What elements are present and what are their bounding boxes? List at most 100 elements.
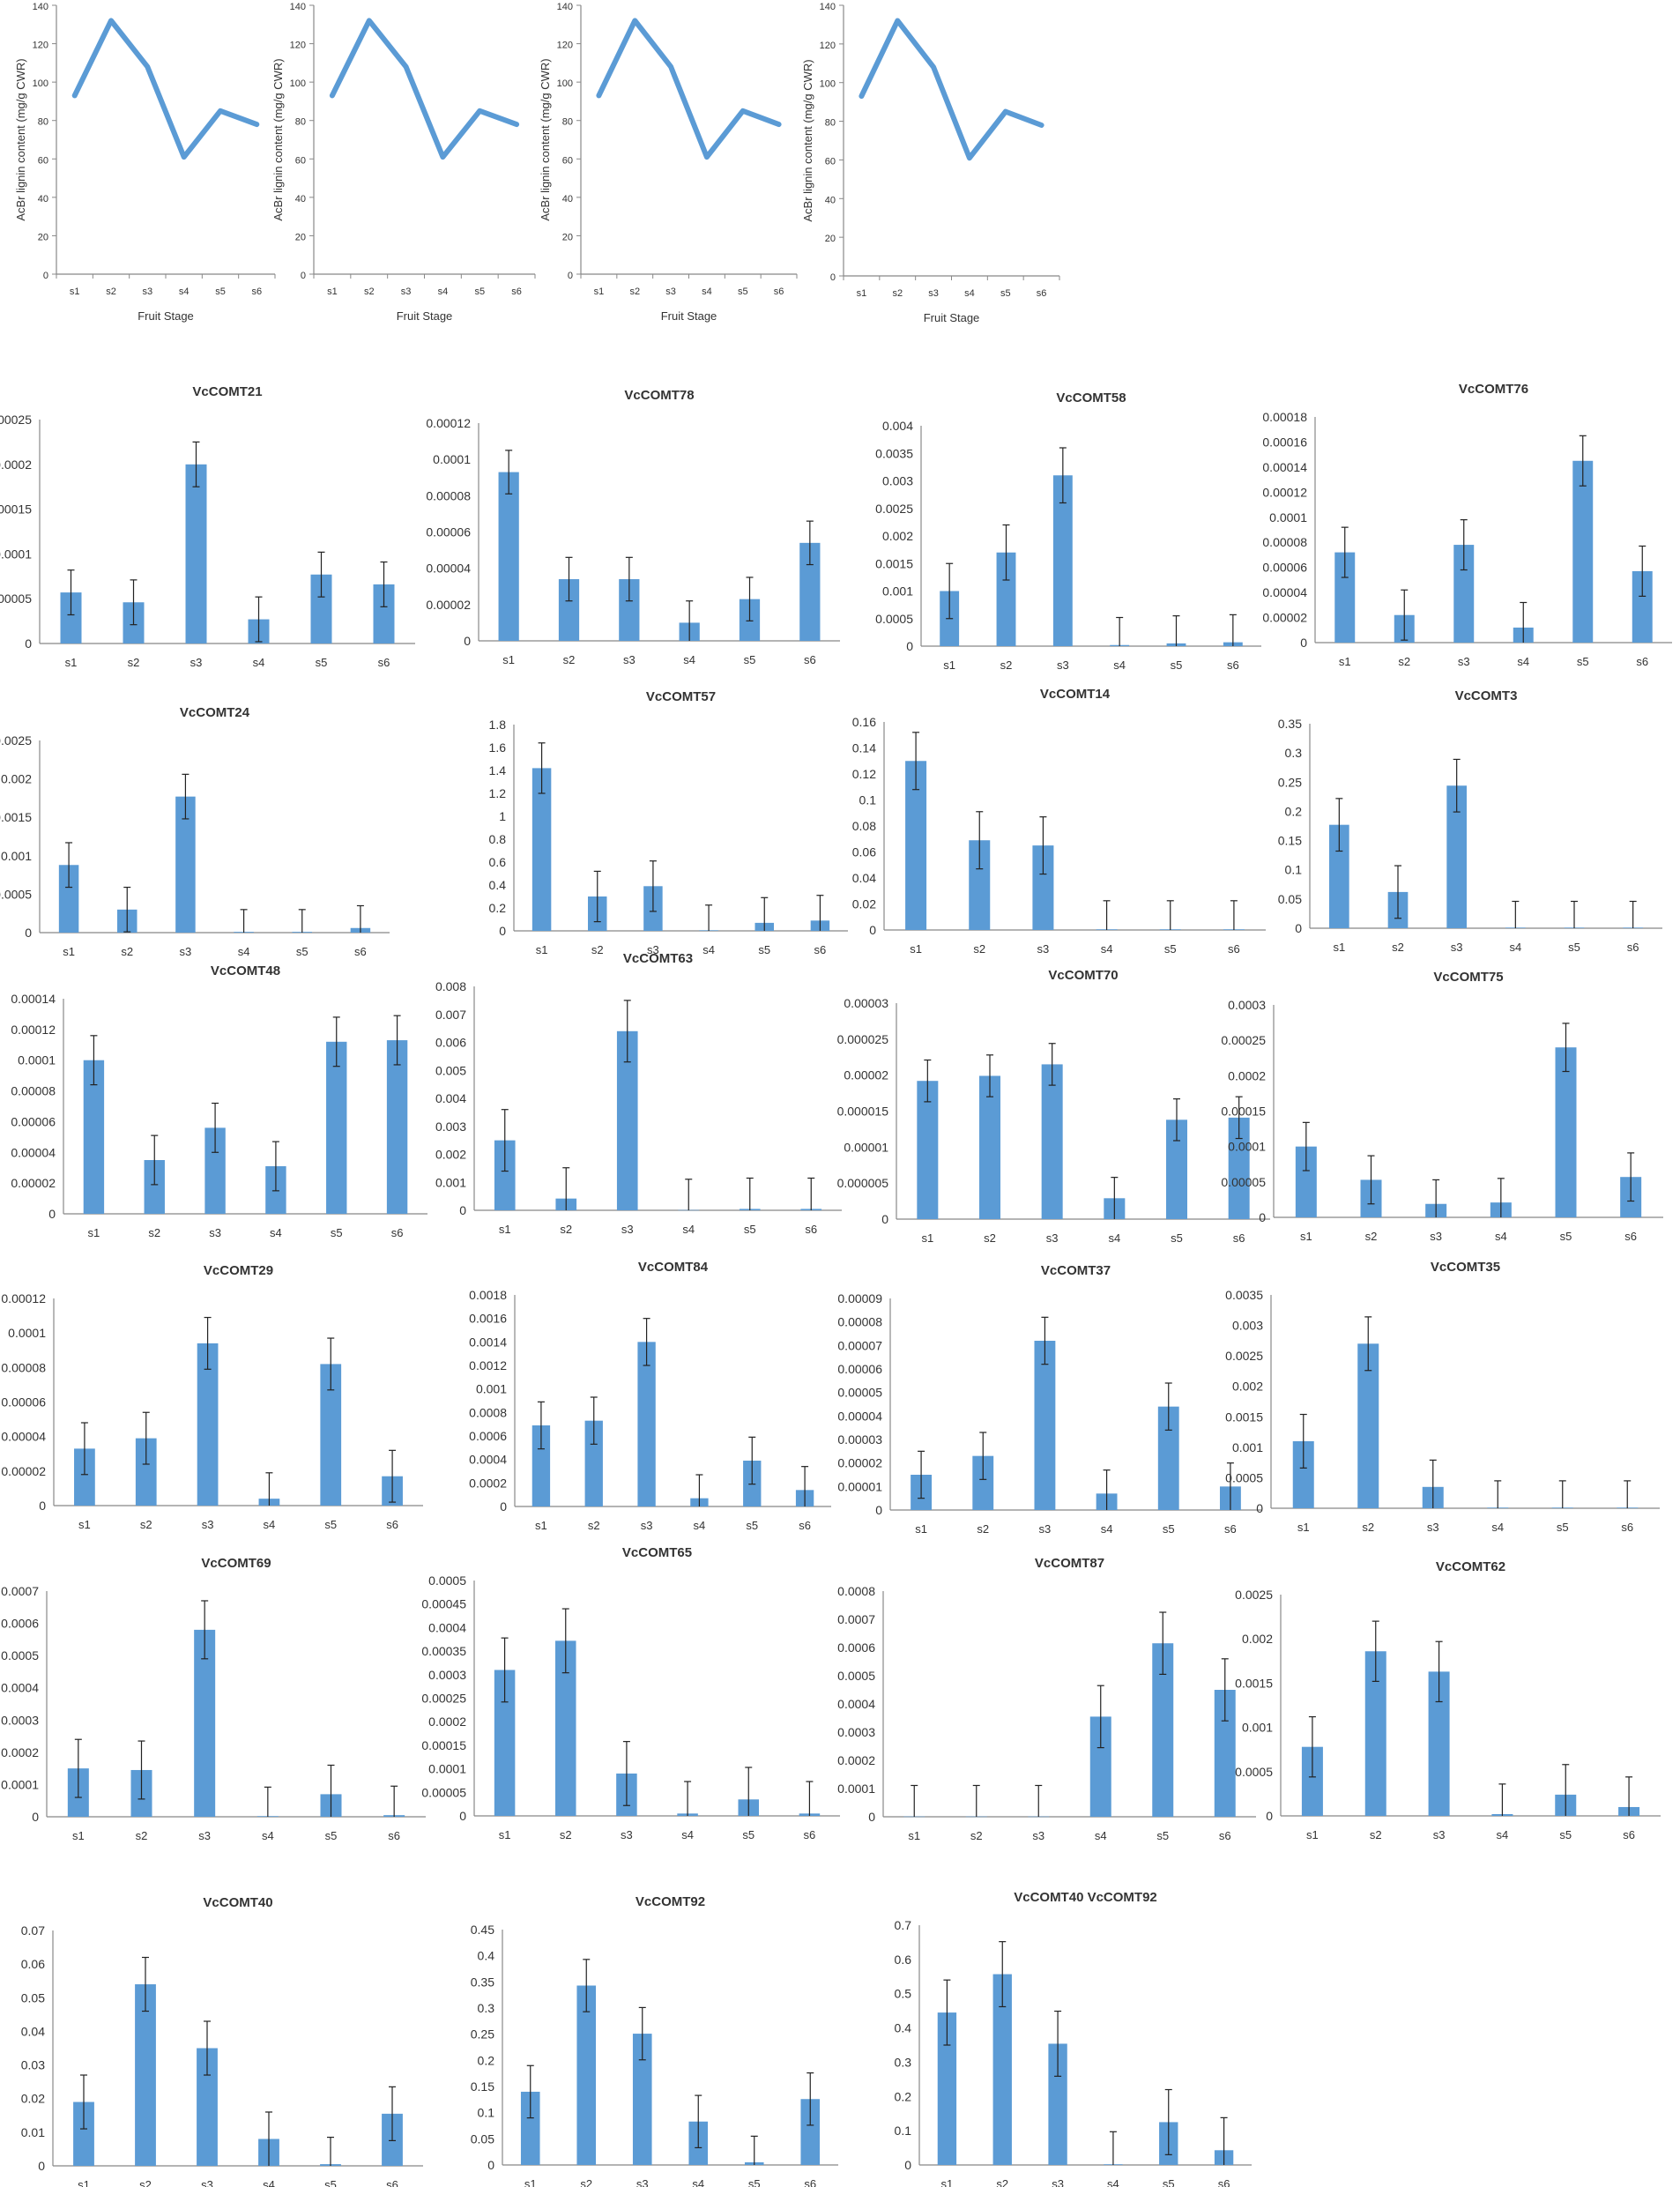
y-tick-label: 0.004: [882, 419, 913, 433]
bar-s3: [204, 1127, 226, 1214]
chart-title: VcCOMT21: [192, 384, 262, 399]
x-tick-label: s4: [1107, 2177, 1119, 2187]
chart-title: VcCOMT14: [1040, 687, 1111, 702]
chart-title: VcCOMT35: [1431, 1260, 1500, 1275]
y-tick-label: 0.000015: [837, 1105, 889, 1119]
x-tick-label: s5: [744, 653, 756, 666]
x-tick-label: s5: [1171, 1231, 1183, 1245]
x-tick-label: s6: [386, 2178, 398, 2187]
y-tick-label: 0: [904, 2158, 911, 2172]
x-tick-label: s2: [977, 1522, 989, 1536]
y-tick-label: 140: [33, 2, 48, 12]
x-axis-title: Fruit Stage: [138, 309, 194, 323]
bar-s3: [637, 1342, 656, 1506]
y-tick-label: 0.00016: [1262, 435, 1307, 449]
y-tick-label: 0.0004: [428, 1620, 466, 1634]
chart-panel-14: VcCOMT63 0 0.001 0.002 0.003 0.004 0.005 0.006 0…: [435, 951, 842, 1236]
y-tick-label: 0.35: [1278, 717, 1302, 731]
x-tick-label: s5: [738, 286, 748, 297]
y-tick-label: 0.0016: [469, 1312, 507, 1326]
x-tick-label: s1: [910, 942, 922, 956]
x-tick-label: s6: [1037, 288, 1047, 299]
y-tick-label: 0.00015: [1221, 1105, 1266, 1119]
y-tick-label: 0.12: [852, 767, 876, 781]
y-tick-label: 0.00002: [11, 1176, 56, 1190]
series-line: [859, 18, 1044, 161]
y-tick-label: 0: [500, 1499, 507, 1514]
y-tick-label: 0.1: [859, 793, 877, 807]
x-tick-label: s4: [1095, 1829, 1107, 1842]
bar-s1: [520, 2091, 540, 2165]
y-tick-label: 0.00012: [1262, 485, 1307, 499]
y-tick-label: 0: [1300, 636, 1307, 650]
y-tick-label: 140: [290, 2, 306, 12]
chart-panel-26: VcCOMT92 0 0.05 0.1 0.15 0.2 0.25 0.3 0.35 0.4 0.4…: [471, 1894, 838, 2187]
y-tick-label: 0.0003: [837, 1725, 875, 1739]
x-tick-label: s2: [136, 1829, 148, 1842]
y-tick-label: 120: [33, 41, 48, 51]
x-tick-label: s3: [1427, 1521, 1439, 1534]
y-tick-label: 0.00009: [837, 1291, 882, 1306]
y-tick-label: 0.000025: [837, 1032, 889, 1046]
x-tick-label: s5: [324, 1518, 337, 1531]
bar-s5: [320, 1364, 342, 1506]
x-tick-label: s3: [928, 288, 939, 299]
x-tick-label: s6: [1624, 1230, 1637, 1243]
x-tick-label: s1: [524, 2177, 537, 2187]
y-tick-label: 0.0018: [469, 1288, 507, 1302]
y-tick-label: 140: [557, 2, 573, 12]
x-tick-label: s1: [536, 943, 548, 956]
chart-title: VcCOMT87: [1035, 1556, 1104, 1571]
x-tick-label: s6: [1218, 2177, 1230, 2187]
y-tick-label: 0.007: [435, 1008, 466, 1022]
chart-panel-16: VcCOMT75 0 0.00005 0.0001 0.00015 0.0002 0.000…: [1221, 970, 1663, 1243]
y-tick-label: 0.00003: [837, 1432, 882, 1447]
chart-panel-27: VcCOMT40 VcCOMT92 0 0.1 0.2 0.3 0.4 0.5 0.6 0.7 s…: [895, 1890, 1252, 2187]
y-tick-label: 0.0008: [469, 1405, 507, 1419]
y-tick-label: 0.25: [1278, 775, 1302, 789]
y-tick-label: 0.0005: [0, 887, 32, 901]
y-tick-label: 0.1: [1285, 863, 1303, 877]
y-tick-label: 0.003: [1232, 1319, 1263, 1333]
y-tick-label: 0.008: [435, 979, 466, 993]
x-tick-label: s5: [1559, 1828, 1572, 1841]
y-tick-label: 0.004: [435, 1091, 466, 1105]
y-tick-label: 0.07: [21, 1923, 45, 1938]
x-tick-label: s5: [1577, 655, 1589, 668]
x-tick-label: s5: [324, 2178, 337, 2187]
x-tick-label: s6: [799, 1519, 811, 1532]
chart-panel-6: VcCOMT78 0 0.00002 0.00004 0.00006 0.00008 0.0…: [426, 388, 840, 666]
x-tick-label: s4: [1517, 655, 1529, 668]
x-tick-label: s5: [1000, 288, 1011, 299]
bar-s2: [584, 1420, 603, 1506]
x-tick-label: s5: [1164, 942, 1177, 956]
y-tick-label: 0.0003: [1228, 998, 1266, 1012]
bar-s1: [58, 865, 79, 933]
y-tick-label: 0.0015: [0, 810, 32, 824]
bar-s1: [937, 2012, 957, 2165]
chart-panel-8: VcCOMT76 0 0.00002 0.00004 0.00006 0.00008 0.0…: [1262, 382, 1672, 668]
y-tick-label: 0.0035: [1225, 1288, 1263, 1302]
x-tick-label: s5: [296, 945, 308, 958]
bar-s3: [1453, 545, 1475, 643]
x-tick-label: s3: [1046, 1231, 1059, 1245]
x-tick-label: s6: [1224, 1522, 1237, 1536]
x-tick-label: s5: [215, 286, 226, 297]
x-tick-label: s6: [774, 286, 784, 297]
y-tick-label: 0: [459, 1809, 466, 1823]
x-tick-label: s3: [201, 2178, 213, 2187]
y-tick-label: 0.00006: [1, 1395, 46, 1410]
y-tick-label: 0.4: [895, 2021, 912, 2035]
y-tick-label: 20: [562, 232, 573, 242]
y-axis-title: AcBr lignin content (mg/g CWR): [801, 59, 814, 221]
y-tick-label: 0.0003: [428, 1668, 466, 1682]
y-tick-label: 0.0005: [1235, 1765, 1273, 1779]
y-tick-label: 80: [562, 117, 573, 128]
x-tick-label: s2: [984, 1231, 996, 1245]
x-tick-label: s1: [502, 653, 515, 666]
y-tick-label: 0.0004: [469, 1453, 507, 1467]
y-tick-label: 0.00025: [421, 1692, 466, 1706]
x-tick-label: s3: [665, 286, 676, 297]
y-tick-label: 0.02: [852, 897, 876, 911]
x-tick-label: s3: [180, 945, 192, 958]
